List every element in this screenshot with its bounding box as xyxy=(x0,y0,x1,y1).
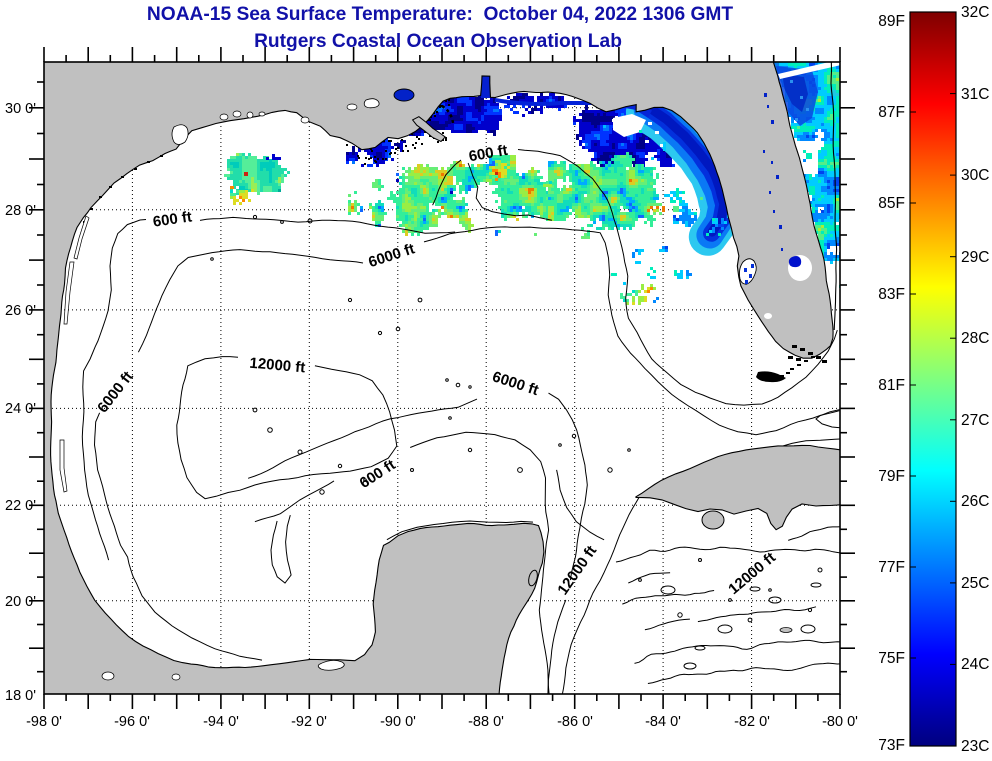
svg-text:29C: 29C xyxy=(961,249,989,266)
svg-text:79F: 79F xyxy=(878,468,905,485)
svg-text:NOAA-15 Sea Surface Temperatur: NOAA-15 Sea Surface Temperature: October… xyxy=(147,4,733,25)
svg-text:-92 0': -92 0' xyxy=(291,714,327,730)
svg-text:Rutgers Coastal Ocean Observat: Rutgers Coastal Ocean Observation Lab xyxy=(254,31,622,52)
svg-text:26C: 26C xyxy=(961,493,989,510)
svg-text:600 ft: 600 ft xyxy=(467,142,509,166)
svg-text:-84 0': -84 0' xyxy=(645,714,681,730)
svg-text:28 0': 28 0' xyxy=(5,203,36,219)
svg-text:31C: 31C xyxy=(961,86,989,103)
svg-text:-86 0': -86 0' xyxy=(557,714,593,730)
svg-text:-94 0': -94 0' xyxy=(203,714,239,730)
svg-text:28C: 28C xyxy=(961,330,989,347)
svg-text:83F: 83F xyxy=(878,286,905,303)
svg-text:75F: 75F xyxy=(878,650,905,667)
svg-text:87F: 87F xyxy=(878,104,905,121)
svg-text:-88 0': -88 0' xyxy=(468,714,504,730)
svg-text:73F: 73F xyxy=(878,737,905,754)
svg-text:-90 0': -90 0' xyxy=(380,714,416,730)
svg-text:12000 ft: 12000 ft xyxy=(249,355,306,377)
svg-text:-98 0': -98 0' xyxy=(26,714,62,730)
svg-text:22 0': 22 0' xyxy=(5,498,36,514)
svg-text:-96 0': -96 0' xyxy=(114,714,150,730)
svg-text:-82 0': -82 0' xyxy=(734,714,770,730)
svg-text:-80 0': -80 0' xyxy=(822,714,858,730)
svg-text:26 0': 26 0' xyxy=(5,303,36,319)
svg-text:600 ft: 600 ft xyxy=(152,208,193,230)
svg-text:30C: 30C xyxy=(961,167,989,184)
svg-text:27C: 27C xyxy=(961,412,989,429)
svg-text:30 0': 30 0' xyxy=(5,101,36,117)
svg-text:24 0': 24 0' xyxy=(5,401,36,417)
svg-text:32C: 32C xyxy=(961,4,989,21)
svg-text:89F: 89F xyxy=(878,13,905,30)
svg-text:25C: 25C xyxy=(961,575,989,592)
svg-text:85F: 85F xyxy=(878,195,905,212)
svg-text:23C: 23C xyxy=(961,738,989,755)
svg-text:20 0': 20 0' xyxy=(5,594,36,610)
svg-text:18 0': 18 0' xyxy=(5,688,36,704)
svg-text:24C: 24C xyxy=(961,656,989,673)
svg-text:81F: 81F xyxy=(878,377,905,394)
svg-text:77F: 77F xyxy=(878,559,905,576)
